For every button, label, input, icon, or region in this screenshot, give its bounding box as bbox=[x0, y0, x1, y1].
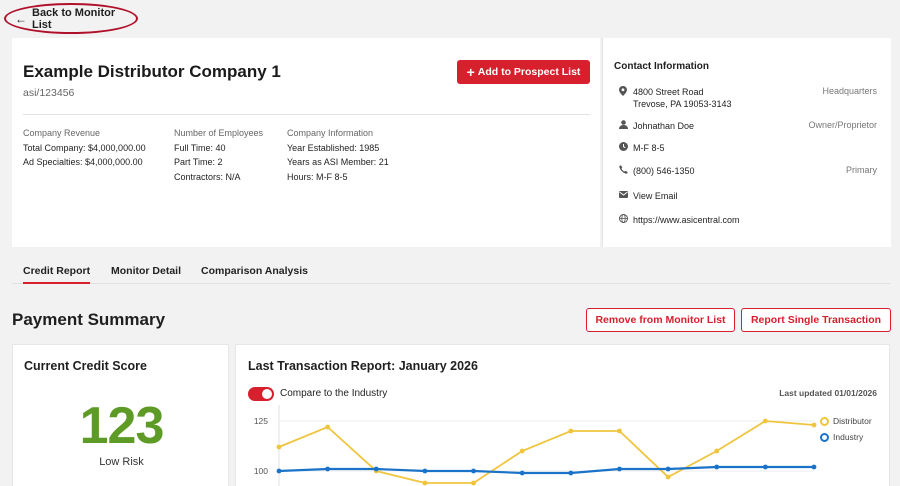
legend-distributor-marker bbox=[820, 416, 829, 426]
compare-industry-toggle[interactable] bbox=[248, 387, 274, 401]
revenue-total: Total Company: $4,000,000.00 bbox=[23, 142, 146, 153]
address-line-1: 4800 Street Road bbox=[633, 87, 704, 97]
data-point-industry bbox=[519, 470, 525, 476]
contact-person: Johnathan Doe bbox=[633, 121, 695, 131]
remove-from-monitor-list-button[interactable]: Remove from Monitor List bbox=[586, 308, 735, 332]
data-point-industry bbox=[665, 466, 671, 472]
data-point-distributor bbox=[325, 424, 331, 430]
legend-industry-marker bbox=[820, 432, 829, 442]
revenue-heading: Company Revenue bbox=[23, 128, 101, 138]
payment-summary-title: Payment Summary bbox=[12, 310, 166, 329]
credit-score-label: Low Risk bbox=[99, 456, 144, 468]
compare-industry-label: Compare to the Industry bbox=[280, 388, 388, 399]
phone-icon bbox=[619, 165, 633, 177]
data-point-distributor bbox=[665, 474, 671, 480]
series-line-distributor bbox=[278, 420, 815, 484]
company-name: Example Distributor Company 1 bbox=[23, 62, 281, 81]
data-point-industry bbox=[811, 464, 817, 470]
transaction-report-title: Last Transaction Report: January 2026 bbox=[248, 359, 478, 373]
years-as-member: Years as ASI Member: 21 bbox=[287, 157, 389, 167]
report-tabs: Credit Report Monitor Detail Comparison … bbox=[12, 262, 890, 284]
data-point-distributor bbox=[568, 428, 574, 434]
company-info-heading: Company Information bbox=[287, 128, 374, 138]
data-point-industry bbox=[568, 470, 574, 476]
y-tick-label: 100 bbox=[254, 466, 268, 476]
person-icon bbox=[619, 120, 633, 132]
data-point-industry bbox=[276, 468, 282, 474]
revenue-ad-specialties: Ad Specialties: $4,000,000.00 bbox=[23, 157, 143, 167]
legend-distributor: Distributor bbox=[820, 416, 872, 426]
data-point-distributor bbox=[471, 480, 476, 486]
plus-icon: + bbox=[466, 64, 475, 80]
data-point-distributor bbox=[617, 428, 622, 434]
credit-score-card: Current Credit Score 123 Low Risk bbox=[12, 344, 229, 486]
revenue-column: Company Revenue Total Company: $4,000,00… bbox=[23, 126, 146, 170]
report-single-transaction-button[interactable]: Report Single Transaction bbox=[741, 308, 891, 332]
contact-address-row: 4800 Street Road Trevose, PA 19053-3143 … bbox=[619, 86, 877, 110]
transaction-line-chart: 100 125 bbox=[254, 405, 817, 486]
employees-part-time: Part Time: 2 bbox=[174, 157, 223, 167]
company-overview-card: Example Distributor Company 1 asi/123456… bbox=[12, 38, 600, 247]
add-to-prospect-list-button[interactable]: + Add to Prospect List bbox=[457, 60, 590, 84]
legend-distributor-label: Distributor bbox=[833, 416, 872, 426]
tab-monitor-detail[interactable]: Monitor Detail bbox=[111, 265, 181, 277]
legend-industry-label: Industry bbox=[833, 432, 864, 442]
data-point-distributor bbox=[762, 418, 768, 424]
company-hours: Hours: M-F 8-5 bbox=[287, 171, 348, 182]
credit-score-title: Current Credit Score bbox=[24, 359, 147, 373]
data-point-industry bbox=[325, 466, 331, 472]
employees-contractors: Contractors: N/A bbox=[174, 171, 241, 182]
address-line-2: Trevose, PA 19053-3143 bbox=[633, 99, 732, 109]
contact-person-row: Johnathan Doe Owner/Proprietor bbox=[619, 120, 877, 132]
contact-website-row: https://www.asicentral.com bbox=[619, 214, 877, 226]
website-link[interactable]: https://www.asicentral.com bbox=[633, 215, 740, 225]
data-point-industry bbox=[422, 468, 428, 474]
data-point-distributor bbox=[519, 448, 525, 454]
back-to-monitor-list-link[interactable]: ← Back to Monitor List bbox=[4, 3, 138, 34]
data-point-industry bbox=[714, 464, 720, 470]
globe-icon bbox=[619, 214, 633, 226]
data-point-distributor bbox=[714, 448, 720, 454]
contact-email-row: View Email bbox=[619, 190, 877, 202]
view-email-link[interactable]: View Email bbox=[633, 191, 678, 201]
last-updated-text: Last updated 01/01/2026 bbox=[779, 388, 877, 398]
data-point-industry bbox=[762, 464, 768, 470]
arrow-left-icon: ← bbox=[15, 11, 27, 26]
contact-phone: (800) 546-1350 bbox=[633, 166, 695, 176]
legend-industry: Industry bbox=[820, 432, 863, 442]
contact-phone-row: (800) 546-1350 Primary bbox=[619, 165, 877, 177]
add-button-label: Add to Prospect List bbox=[477, 66, 581, 78]
contact-information-card: Contact Information 4800 Street Road Tre… bbox=[602, 38, 891, 247]
year-established: Year Established: 1985 bbox=[287, 142, 380, 153]
clock-icon bbox=[619, 142, 633, 154]
employees-heading: Number of Employees bbox=[174, 128, 264, 138]
transaction-report-card: Last Transaction Report: January 2026 Co… bbox=[235, 344, 890, 486]
employees-column: Number of Employees Full Time: 40 Part T… bbox=[174, 126, 263, 184]
address-tag: Headquarters bbox=[822, 86, 877, 96]
credit-score-value: 123 bbox=[79, 397, 165, 455]
phone-tag: Primary bbox=[846, 165, 877, 175]
series-line-industry bbox=[278, 465, 814, 475]
company-info-column: Company Information Year Established: 19… bbox=[287, 126, 389, 184]
location-pin-icon bbox=[619, 86, 633, 110]
tab-comparison-analysis[interactable]: Comparison Analysis bbox=[201, 265, 308, 277]
data-point-distributor bbox=[811, 422, 817, 428]
contact-title: Contact Information bbox=[614, 61, 709, 72]
company-id: asi/123456 bbox=[23, 87, 75, 99]
data-point-industry bbox=[617, 466, 622, 472]
mail-icon bbox=[619, 190, 633, 202]
tab-credit-report[interactable]: Credit Report bbox=[23, 265, 91, 284]
divider bbox=[23, 114, 590, 115]
data-point-distributor bbox=[276, 444, 282, 450]
data-point-distributor bbox=[422, 480, 428, 486]
contact-hours-row: M-F 8-5 bbox=[619, 142, 877, 154]
contact-hours: M-F 8-5 bbox=[633, 143, 665, 153]
employees-full-time: Full Time: 40 bbox=[174, 142, 226, 153]
y-tick-label: 125 bbox=[254, 416, 268, 426]
back-label: Back to Monitor List bbox=[32, 6, 116, 31]
data-point-industry bbox=[471, 468, 476, 474]
data-point-industry bbox=[373, 466, 379, 472]
person-tag: Owner/Proprietor bbox=[808, 120, 877, 130]
